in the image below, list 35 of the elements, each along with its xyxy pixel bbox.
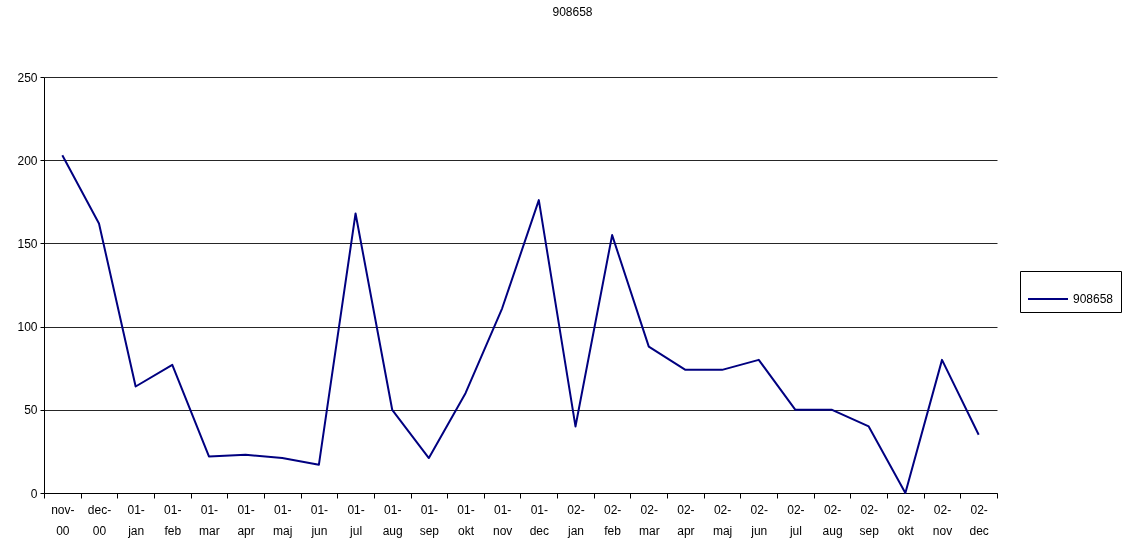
x-tick-label: 02-jan [566, 502, 585, 538]
x-tick-label: 02-jun [750, 502, 768, 538]
x-tick-label: 01-jul [347, 502, 365, 538]
y-tick-label: 250 [17, 70, 38, 85]
x-tick-label: 02-okt [897, 502, 915, 538]
x-tick-label: 02-aug [822, 502, 843, 538]
legend-label: 908658 [1073, 292, 1114, 306]
x-tick-label: 02-sep [859, 502, 880, 538]
x-tick-label: 01-okt [457, 502, 475, 538]
x-tick-label: 01-dec [529, 502, 550, 538]
x-tick-label: 02-feb [603, 502, 622, 538]
x-tick-label: 01-apr [237, 502, 255, 538]
x-tick-label: 02-mar [638, 502, 660, 538]
y-tick-label: 0 [30, 486, 38, 501]
y-tick-label: 200 [17, 153, 38, 168]
x-tick-label: 02-apr [677, 502, 695, 538]
x-tick-label: 01-sep [419, 502, 440, 538]
y-tick-label: 100 [17, 320, 38, 335]
x-tick-label: 01-feb [164, 502, 182, 538]
x-tick-label: 02-dec [969, 502, 989, 538]
x-tick-label: 01-mar [199, 502, 220, 538]
line-series [61, 154, 980, 494]
chart-title: 908658 [552, 5, 593, 19]
x-tick-label: 01-nov [492, 502, 513, 538]
x-tick-label: 01-aug [382, 502, 403, 538]
x-tick-label: 02-jul [787, 502, 805, 538]
x-tick-label: 02-nov [932, 502, 953, 538]
x-tick-label: 02-maj [712, 502, 733, 538]
y-tick-label: 50 [24, 403, 38, 418]
x-tick-label: 01-jun [310, 502, 329, 538]
x-tick-label: nov-00 [51, 502, 75, 538]
x-tick-label: 01-maj [273, 502, 293, 538]
y-tick-label: 150 [17, 236, 38, 251]
x-tick-label: 01-jan [127, 502, 145, 538]
x-tick-label: dec-00 [87, 502, 112, 538]
